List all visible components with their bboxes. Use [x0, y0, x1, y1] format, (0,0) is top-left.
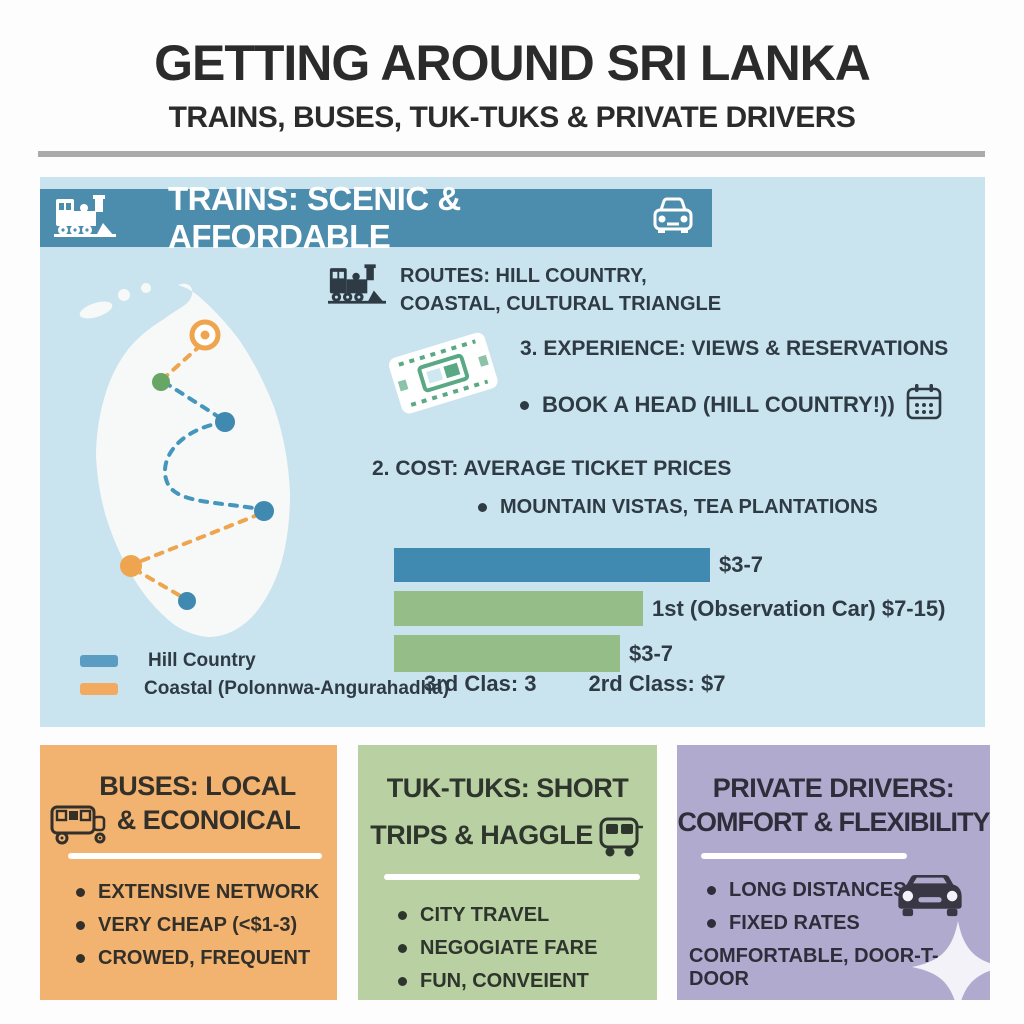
private-drivers-card: PRIVATE DRIVERS: COMFORT & FLEXIBILITY L…	[677, 745, 990, 1000]
private-underline	[701, 853, 907, 859]
legend-label-hill-country: Hill Country	[148, 650, 256, 671]
chart-bar-row-1: $3-7	[394, 548, 763, 582]
route-stop-blue-1	[215, 412, 235, 432]
bar-2-label: 1st (Observation Car) $7-15)	[652, 595, 946, 621]
bullet-dot	[398, 944, 407, 953]
buses-bullet-3: CROWED, FREQUENT	[76, 947, 337, 970]
trains-panel: TRAINS: SCENIC & AFFORDABLE	[40, 177, 985, 727]
island-silhouette	[96, 283, 290, 637]
bar-1st-class	[394, 548, 710, 582]
bullet-dot	[478, 503, 487, 512]
legend-label-coastal: Coastal (Polonnwa-Angurahadha)	[144, 678, 450, 699]
bullet-dot	[707, 886, 716, 895]
private-bullet-2: FIXED RATES	[707, 912, 990, 935]
tuktuks-title-line2: TRIPS & HAGGLE	[370, 819, 593, 850]
tuktuks-bullet-2: NEGOGIATE FARE	[398, 937, 657, 960]
trains-banner: TRAINS: SCENIC & AFFORDABLE	[40, 180, 712, 255]
buses-underline	[68, 853, 322, 859]
experience-heading: 3. EXPERIENCE: VIEWS & RESERVATIONS	[520, 337, 949, 360]
car-dark-icon	[892, 867, 968, 928]
experience-bullet-text: BOOK A HEAD (HILL COUNTRY!))	[542, 392, 895, 417]
experience-bullet: BOOK A HEAD (HILL COUNTRY!))	[520, 382, 943, 428]
tuktuks-underline	[384, 874, 640, 880]
page-title: GETTING AROUND SRI LANKA	[154, 35, 871, 91]
ticket-icon	[384, 328, 503, 422]
private-footer: COMFORTABLE, DOOR-T-DOOR	[689, 945, 939, 990]
private-title-line1: PRIVATE DRIVERS:	[712, 773, 955, 803]
routes-line2: COASTAL, CULTURAL TRIANGLE	[400, 293, 722, 315]
bullet-dot	[76, 921, 85, 930]
routes-block: ROUTES: HILL COUNTRY, COASTAL, CULTURAL …	[328, 262, 721, 318]
calendar-icon	[905, 382, 943, 428]
buses-title-line2: & ECONOICAL	[116, 805, 301, 835]
header-divider	[38, 151, 985, 157]
tuktuks-bullet-3: FUN, CONVEIENT	[398, 970, 657, 993]
page-subtitle: TRAINS, BUSES, TUK-TUKS & PRIVATE DRIVER…	[168, 101, 856, 134]
chart-bar-row-2: 1st (Observation Car) $7-15)	[394, 591, 945, 626]
car-front-icon	[650, 195, 696, 242]
trains-banner-title: TRAINS: SCENIC & AFFORDABLE	[168, 180, 461, 255]
buses-bullet-2: VERY CHEAP (<$1-3)	[76, 914, 337, 937]
bar-observation-car	[394, 591, 643, 626]
tuktuks-title-line1: TUK-TUKS: SHORT	[386, 773, 629, 803]
buses-card: BUSES: LOCAL & ECONOICAL	[40, 745, 337, 1000]
route-stop-green	[152, 373, 170, 391]
route-stop-blue-3	[178, 592, 196, 610]
chart-axis-labels: 3rd Clas: 3 2rd Class: $7	[424, 671, 725, 697]
cost-bullet: MOUNTAIN VISTAS, TEA PLANTATIONS	[478, 496, 878, 519]
bar-3-label: $3-7	[629, 640, 674, 666]
bar-1-label: $3-7	[719, 552, 764, 577]
legend-coastal: Coastal (Polonnwa-Angurahadha)	[80, 678, 449, 700]
private-bullet-1: LONG DISTANCES	[707, 879, 990, 902]
cost-bullet-text: MOUNTAIN VISTAS, TEA PLANTATIONS	[500, 496, 878, 518]
axis-label-2nd-class: 2rd Class: $7	[588, 671, 726, 696]
steam-train-icon	[54, 193, 116, 244]
tuktuk-icon	[597, 813, 645, 864]
bullet-dot	[520, 400, 529, 410]
sparkle-icon	[912, 921, 990, 1000]
buses-title-line1: BUSES: LOCAL	[99, 771, 296, 801]
bus-icon	[50, 801, 112, 852]
routes-line1: ROUTES: HILL COUNTRY,	[400, 265, 647, 287]
sri-lanka-route-map	[79, 283, 290, 637]
bullet-dot	[398, 977, 407, 986]
bullet-dot	[707, 919, 716, 928]
axis-label-3rd-class: 3rd Clas: 3	[424, 671, 537, 696]
steam-train-dark-icon	[328, 262, 386, 311]
legend-hill-country: Hill Country	[80, 650, 256, 672]
private-title-line2: COMFORT & FLEXIBILITY	[677, 807, 991, 837]
legend-swatch-orange	[80, 683, 118, 695]
tuktuks-bullet-1: CITY TRAVEL	[398, 904, 657, 927]
buses-bullet-1: EXTENSIVE NETWORK	[76, 881, 337, 904]
cost-heading: 2. COST: AVERAGE TICKET PRICES	[372, 457, 732, 480]
bullet-dot	[76, 888, 85, 897]
bullet-dot	[76, 954, 85, 963]
tuktuks-card: TUK-TUKS: SHORT TRIPS & HAGGLE CITY TRAV…	[358, 745, 657, 1000]
bar-2nd-class	[394, 635, 620, 672]
legend-swatch-blue	[80, 655, 118, 667]
bullet-dot	[398, 911, 407, 920]
chart-bar-row-3: $3-7	[394, 635, 673, 672]
route-stop-orange	[120, 555, 142, 577]
route-stop-blue-2	[254, 501, 274, 521]
